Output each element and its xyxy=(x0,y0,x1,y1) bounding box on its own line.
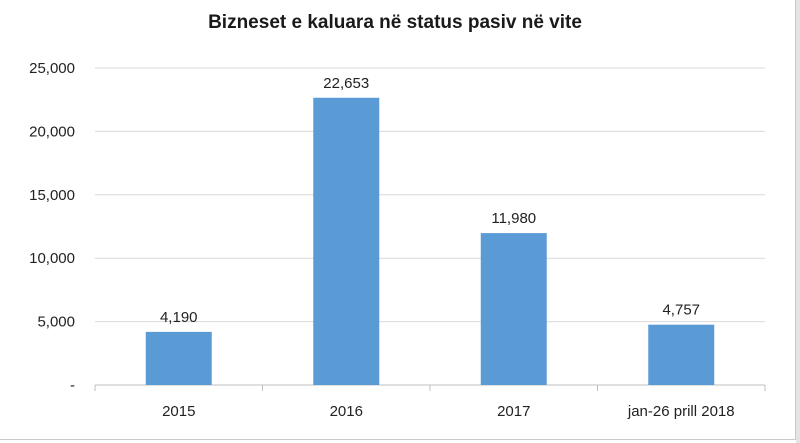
data-label: 4,190 xyxy=(160,309,198,326)
x-tick-label: 2016 xyxy=(330,403,363,420)
bar xyxy=(648,324,715,385)
bar xyxy=(313,97,380,386)
y-tick-label: 10,000 xyxy=(29,250,75,267)
x-tick-label: 2015 xyxy=(162,403,195,420)
data-label: 4,757 xyxy=(662,302,700,319)
data-label: 22,653 xyxy=(323,75,369,92)
bar xyxy=(480,233,547,385)
x-tick-label: jan-26 prill 2018 xyxy=(627,403,735,420)
y-tick-label: 25,000 xyxy=(29,60,75,77)
bar xyxy=(145,331,212,385)
data-label: 11,980 xyxy=(491,210,536,227)
y-tick-label: - xyxy=(70,377,75,394)
y-tick-label: 15,000 xyxy=(29,187,75,204)
y-tick-label: 5,000 xyxy=(37,314,75,331)
x-tick-label: 2017 xyxy=(497,403,530,420)
window-edge xyxy=(796,0,800,443)
chart-title: Bizneset e kaluara në status pasiv në vi… xyxy=(208,12,582,33)
y-tick-label: 20,000 xyxy=(29,123,75,140)
